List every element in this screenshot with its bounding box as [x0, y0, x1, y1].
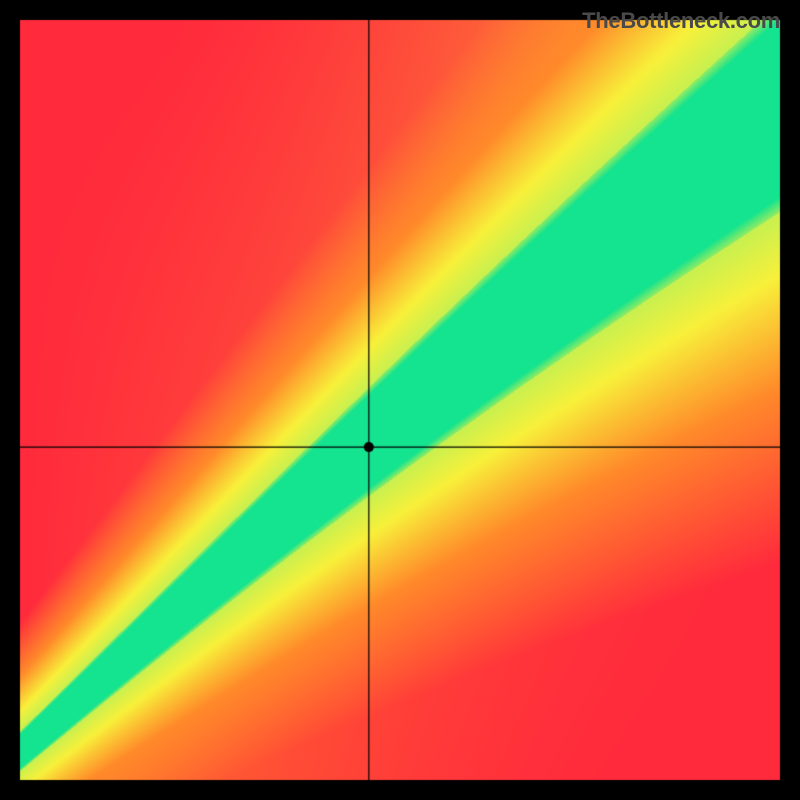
chart-container: TheBottleneck.com	[0, 0, 800, 800]
watermark-label: TheBottleneck.com	[582, 8, 780, 34]
heatmap-canvas	[0, 0, 800, 800]
